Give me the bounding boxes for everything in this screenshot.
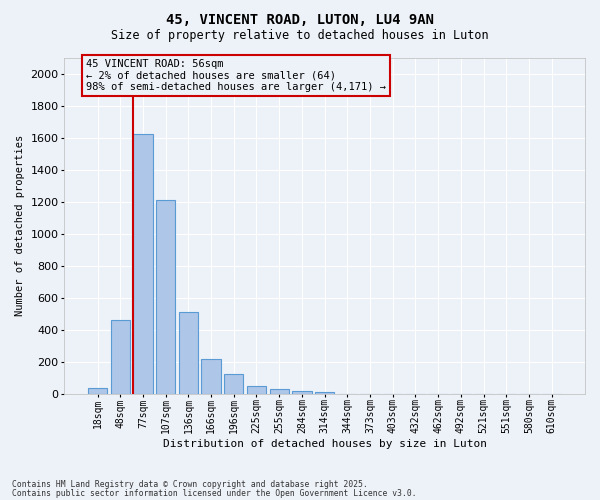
Bar — [110, 320, 130, 394]
Text: 45, VINCENT ROAD, LUTON, LU4 9AN: 45, VINCENT ROAD, LUTON, LU4 9AN — [166, 12, 434, 26]
Bar — [202, 359, 221, 394]
Bar — [88, 388, 107, 394]
Bar — [269, 389, 289, 394]
Bar — [247, 386, 266, 394]
Bar — [156, 200, 175, 394]
Bar — [292, 391, 311, 394]
Bar — [133, 134, 152, 394]
Text: Contains public sector information licensed under the Open Government Licence v3: Contains public sector information licen… — [12, 488, 416, 498]
Bar — [224, 374, 244, 394]
Text: Contains HM Land Registry data © Crown copyright and database right 2025.: Contains HM Land Registry data © Crown c… — [12, 480, 368, 489]
X-axis label: Distribution of detached houses by size in Luton: Distribution of detached houses by size … — [163, 439, 487, 449]
Y-axis label: Number of detached properties: Number of detached properties — [15, 135, 25, 316]
Bar — [315, 392, 334, 394]
Text: 45 VINCENT ROAD: 56sqm
← 2% of detached houses are smaller (64)
98% of semi-deta: 45 VINCENT ROAD: 56sqm ← 2% of detached … — [86, 59, 386, 92]
Bar — [179, 312, 198, 394]
Text: Size of property relative to detached houses in Luton: Size of property relative to detached ho… — [111, 29, 489, 42]
